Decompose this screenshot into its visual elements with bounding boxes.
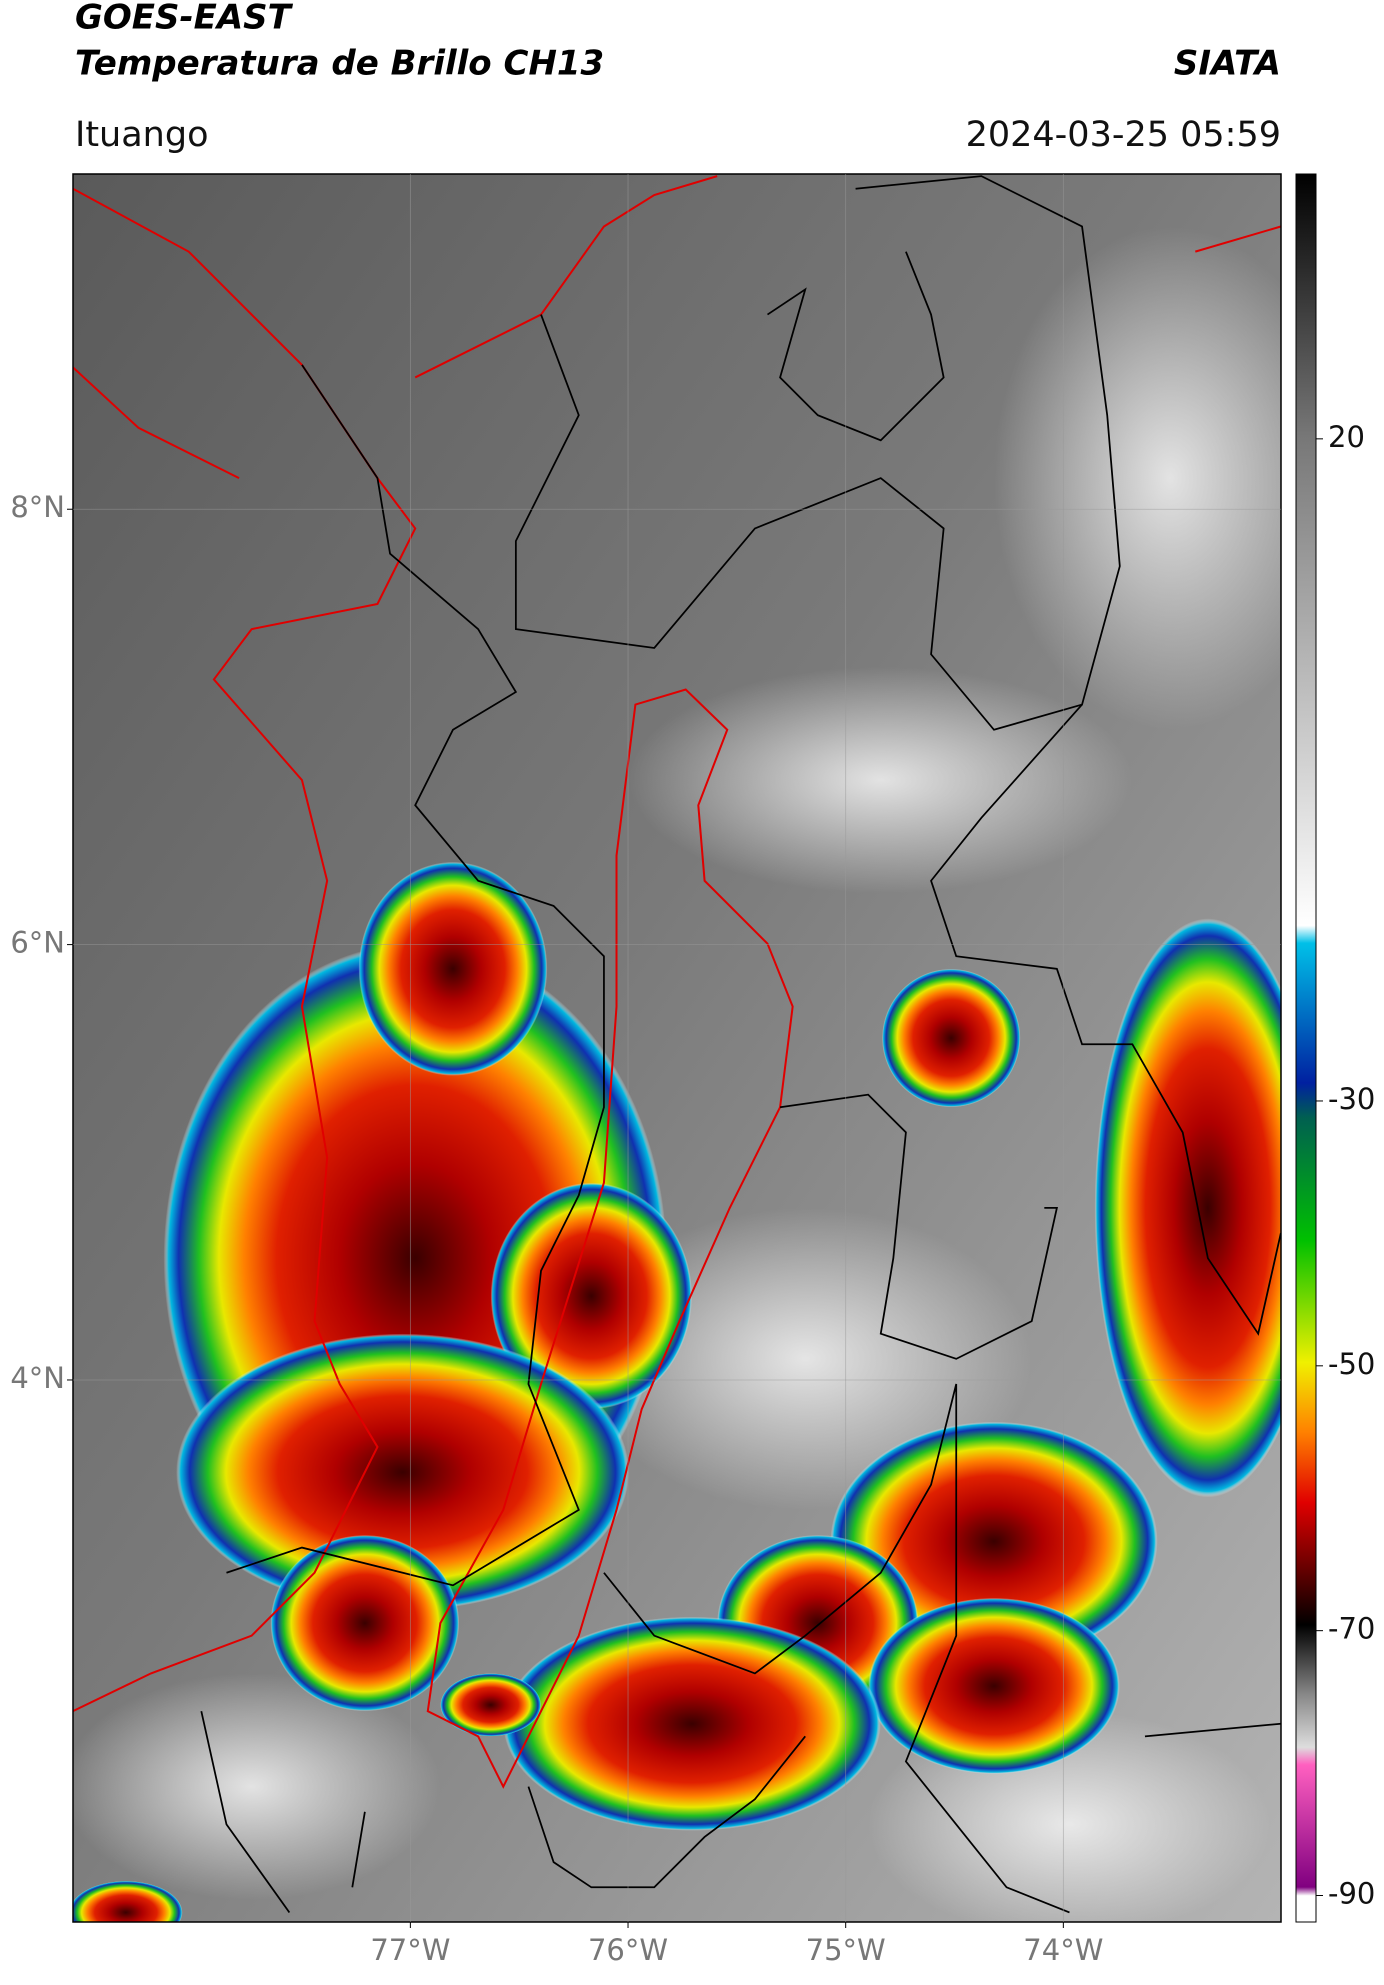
- map-image: [73, 174, 1281, 1922]
- colorbar-tick-label: -70: [1328, 1612, 1375, 1646]
- colorbar-tick-label: -90: [1328, 1877, 1375, 1911]
- subtitle: Temperatura de Brillo CH13: [75, 44, 604, 84]
- datetime: 2024-03-25 05:59: [966, 115, 1281, 155]
- x-tick-label: 75°W: [806, 1933, 886, 1967]
- source: SIATA: [1174, 44, 1281, 84]
- colorbar-tick-label: -30: [1328, 1082, 1375, 1116]
- y-tick-label: 4°N: [10, 1361, 65, 1395]
- y-tick-label: 6°N: [10, 926, 65, 960]
- title: GOES-EAST: [75, 0, 294, 38]
- colorbar-tick-label: 20: [1328, 420, 1365, 454]
- map-frame: [72, 173, 1282, 1923]
- x-tick-label: 76°W: [588, 1933, 668, 1967]
- y-tick-label: 8°N: [10, 490, 65, 524]
- colorbar: [1295, 173, 1317, 1923]
- x-tick-label: 77°W: [370, 1933, 450, 1967]
- colorbar-tick-label: -50: [1328, 1347, 1375, 1381]
- location: Ituango: [75, 115, 209, 155]
- x-tick-label: 74°W: [1023, 1933, 1103, 1967]
